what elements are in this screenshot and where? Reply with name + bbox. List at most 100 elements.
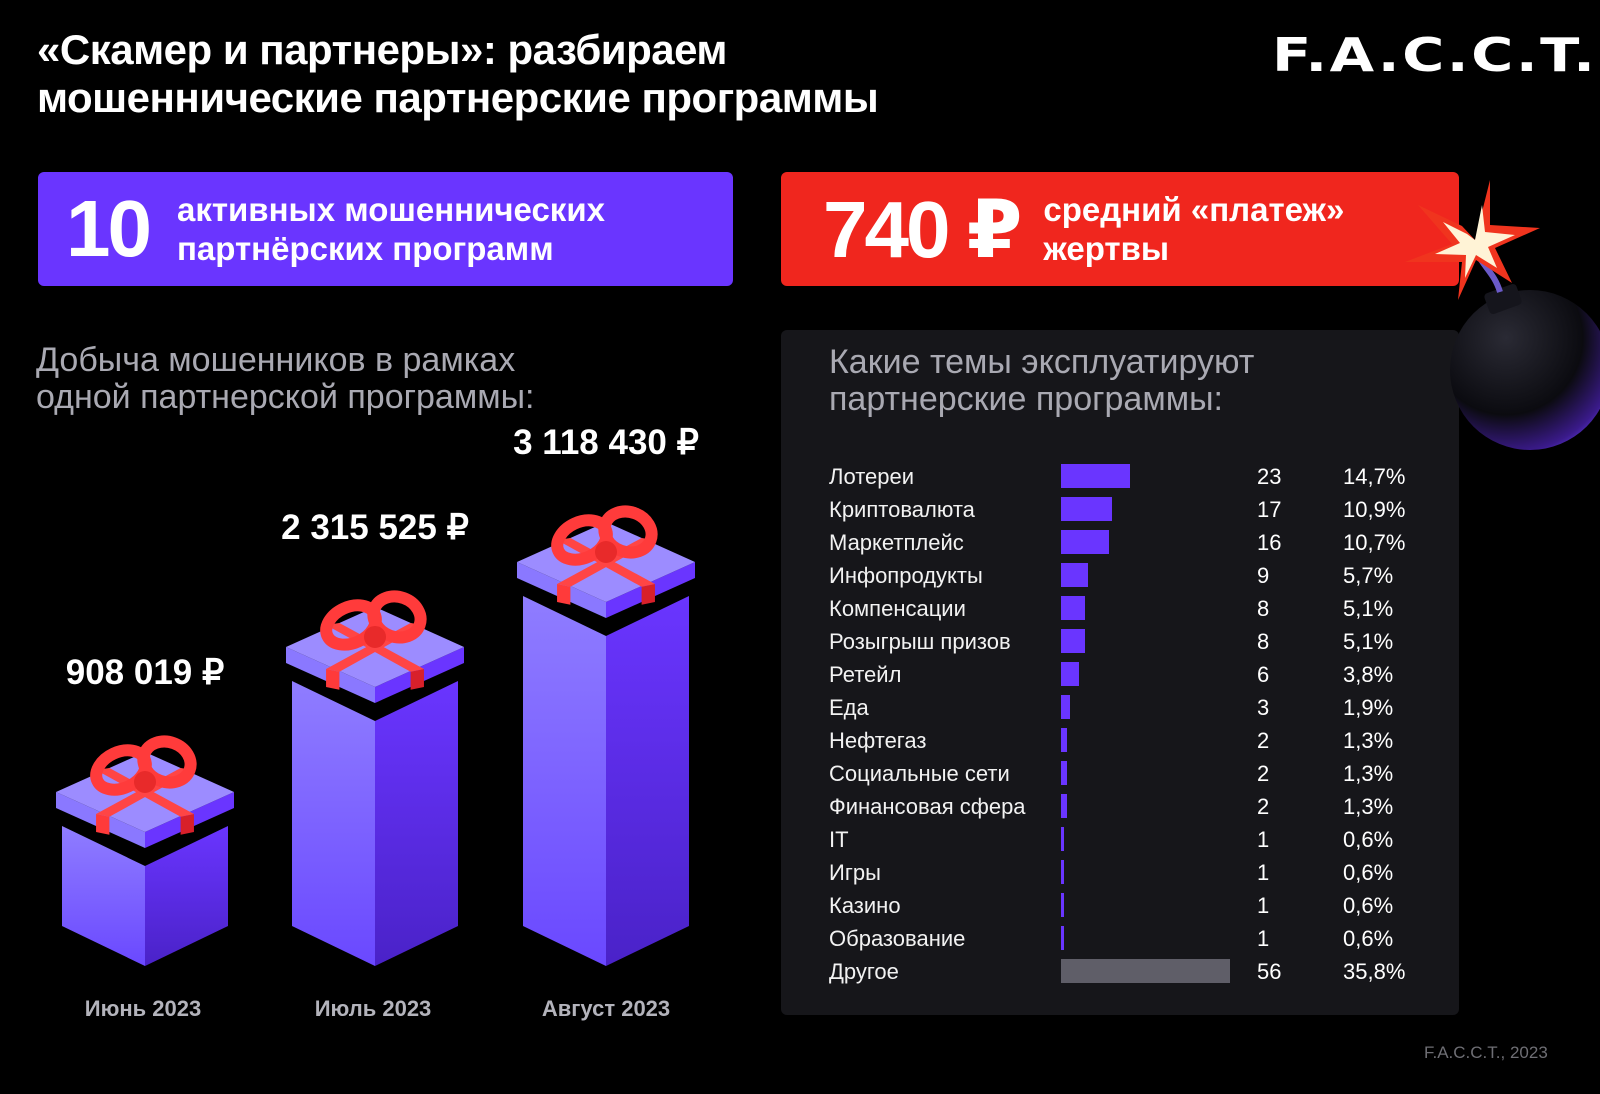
theme-row: Криптовалюта 17 10,9% xyxy=(781,493,1459,526)
theme-count: 8 xyxy=(1257,629,1270,654)
gift-bar-chart: 908 019 ₽ Июнь 2023 2 315 525 ₽ Июль 2023 xyxy=(56,423,699,1021)
payment-value: 740 ₽ xyxy=(823,184,1022,274)
theme-count: 2 xyxy=(1257,728,1270,753)
theme-row: Нефтегаз 2 1,3% xyxy=(781,724,1459,757)
theme-bar xyxy=(1061,794,1068,818)
gift-chart-title-line-2: одной партнерской программы: xyxy=(36,378,535,416)
theme-count: 23 xyxy=(1257,464,1282,489)
theme-percent: 1,3% xyxy=(1343,761,1394,786)
theme-bar xyxy=(1061,860,1065,884)
theme-percent: 0,6% xyxy=(1343,827,1394,852)
theme-count: 3 xyxy=(1257,695,1270,720)
theme-label: Маркетплейс xyxy=(829,530,964,555)
gift-box-icon xyxy=(517,505,695,966)
gift-chart-title-line-1: Добыча мошенников в рамках xyxy=(36,341,516,379)
theme-label: Другое xyxy=(829,959,899,984)
theme-label: Компенсации xyxy=(829,596,966,621)
theme-percent: 5,1% xyxy=(1343,596,1394,621)
theme-label: Казино xyxy=(829,893,901,918)
theme-percent: 0,6% xyxy=(1343,893,1394,918)
theme-bar xyxy=(1061,596,1086,620)
theme-bar xyxy=(1061,629,1086,653)
theme-bar xyxy=(1061,662,1080,686)
theme-count: 1 xyxy=(1257,827,1270,852)
theme-row: Инфопродукты 9 5,7% xyxy=(781,559,1459,592)
theme-label: IT xyxy=(829,827,849,852)
theme-count: 2 xyxy=(1257,794,1270,819)
theme-percent: 10,9% xyxy=(1343,497,1406,522)
theme-label: Инфопродукты xyxy=(829,563,983,588)
programs-count: 10 xyxy=(66,184,152,273)
theme-percent: 0,6% xyxy=(1343,926,1394,951)
theme-percent: 10,7% xyxy=(1343,530,1406,555)
gift-month-label: Август 2023 xyxy=(542,996,670,1021)
theme-label: Социальные сети xyxy=(829,761,1010,786)
gift-value-label: 908 019 ₽ xyxy=(66,653,225,692)
theme-count: 8 xyxy=(1257,596,1270,621)
theme-count: 56 xyxy=(1257,959,1282,984)
gift-month-label: Июнь 2023 xyxy=(85,996,201,1021)
gift-box-icon xyxy=(286,590,464,966)
gift-chart-title: Добыча мошенников в рамках одной партнер… xyxy=(36,342,534,416)
theme-percent: 5,7% xyxy=(1343,563,1394,588)
theme-percent: 1,9% xyxy=(1343,695,1394,720)
programs-description: активных мошеннических партнёрских прогр… xyxy=(177,190,605,268)
theme-bar xyxy=(1061,497,1113,521)
theme-count: 16 xyxy=(1257,530,1282,555)
theme-row: IT 1 0,6% xyxy=(781,823,1459,856)
programs-desc-line-2: партнёрских программ xyxy=(176,230,554,267)
theme-bar xyxy=(1061,530,1110,554)
programs-stat-card: 10 активных мошеннических партнёрских пр… xyxy=(38,172,733,286)
theme-percent: 1,3% xyxy=(1343,794,1394,819)
theme-bar xyxy=(1061,893,1065,917)
gift-month-label: Июль 2023 xyxy=(315,996,432,1021)
theme-count: 1 xyxy=(1257,893,1270,918)
theme-label: Игры xyxy=(829,860,881,885)
theme-row: Казино 1 0,6% xyxy=(781,889,1459,922)
theme-percent: 14,7% xyxy=(1343,464,1406,489)
theme-count: 17 xyxy=(1257,497,1282,522)
gift-box-icon xyxy=(56,735,234,966)
theme-bar xyxy=(1061,728,1068,752)
theme-bar xyxy=(1061,464,1131,488)
page-title: «Скамер и партнеры»: разбираем мошенниче… xyxy=(37,26,879,122)
theme-row: Другое 56 35,8% xyxy=(781,955,1459,988)
theme-row: Еда 3 1,9% xyxy=(781,691,1459,724)
theme-label: Криптовалюта xyxy=(829,497,975,522)
theme-count: 2 xyxy=(1257,761,1270,786)
theme-label: Розыгрыш призов xyxy=(829,629,1011,654)
theme-row: Игры 1 0,6% xyxy=(781,856,1459,889)
theme-label: Нефтегаз xyxy=(829,728,927,753)
themes-chart-title: Какие темы эксплуатируют партнерские про… xyxy=(829,344,1254,418)
theme-count: 6 xyxy=(1257,662,1270,687)
theme-count: 9 xyxy=(1257,563,1270,588)
theme-bar xyxy=(1061,695,1071,719)
payment-desc-line-1: средний «платеж» xyxy=(1043,191,1345,228)
theme-bar xyxy=(1061,827,1065,851)
theme-row: Маркетплейс 16 10,7% xyxy=(781,526,1459,559)
theme-label: Образование xyxy=(829,926,966,951)
theme-percent: 0,6% xyxy=(1343,860,1394,885)
gift-value-label: 2 315 525 ₽ xyxy=(281,508,469,547)
theme-percent: 3,8% xyxy=(1343,662,1394,687)
themes-title-line-1: Какие темы эксплуатируют xyxy=(829,343,1255,381)
theme-percent: 35,8% xyxy=(1343,959,1406,984)
theme-row: Образование 1 0,6% xyxy=(781,922,1459,955)
title-line-2: мошеннические партнерские программы xyxy=(37,74,879,121)
theme-row: Социальные сети 2 1,3% xyxy=(781,757,1459,790)
payment-description: средний «платеж» жертвы xyxy=(1043,190,1344,268)
payment-stat-card: 740 ₽ средний «платеж» жертвы xyxy=(781,172,1459,286)
theme-bar xyxy=(1061,563,1089,587)
theme-row: Финансовая сфера 2 1,3% xyxy=(781,790,1459,823)
facct-logo: F.A.C.C.T. xyxy=(1272,28,1598,82)
theme-row: Компенсации 8 5,1% xyxy=(781,592,1459,625)
title-line-1: «Скамер и партнеры»: разбираем xyxy=(37,26,727,73)
themes-title-line-2: партнерские программы: xyxy=(829,380,1223,418)
theme-percent: 5,1% xyxy=(1343,629,1394,654)
theme-percent: 1,3% xyxy=(1343,728,1394,753)
theme-bar xyxy=(1061,761,1068,785)
theme-count: 1 xyxy=(1257,860,1270,885)
footer-copyright: F.A.C.C.T., 2023 xyxy=(1424,1043,1548,1062)
theme-label: Ретейл xyxy=(829,662,902,687)
theme-row: Ретейл 6 3,8% xyxy=(781,658,1459,691)
